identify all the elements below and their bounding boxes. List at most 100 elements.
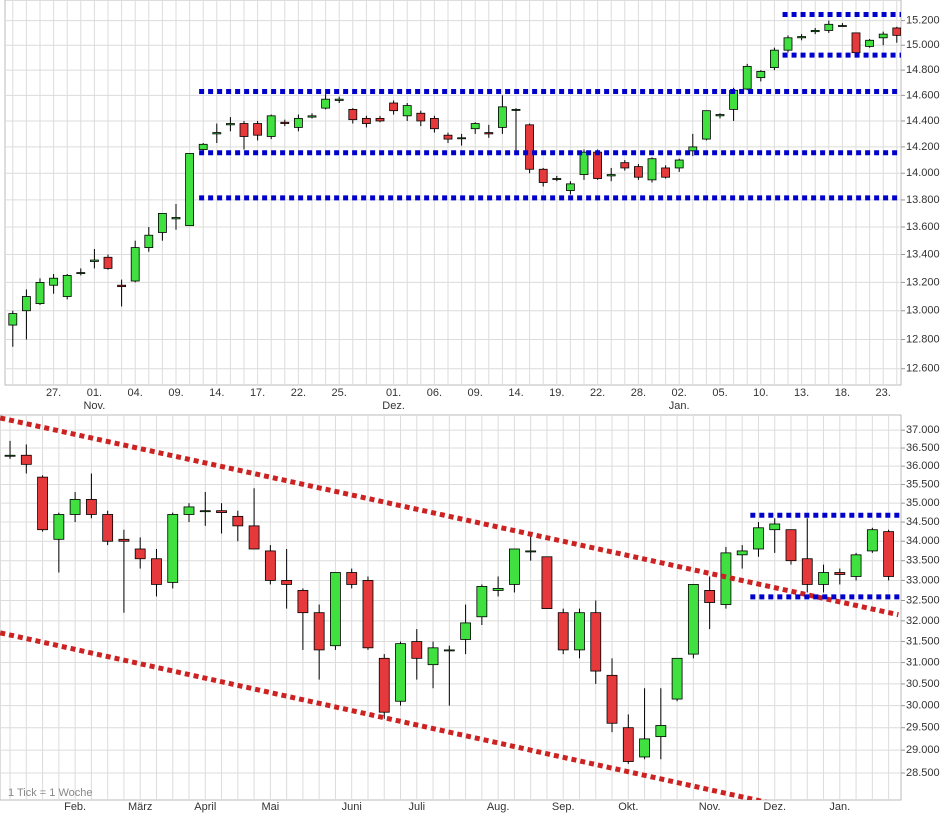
- y-tick-label: 29.000: [906, 744, 940, 756]
- candle-body: [37, 476, 48, 531]
- candle-body: [69, 499, 81, 515]
- candle-body: [838, 25, 847, 27]
- trend-line: [0, 415, 899, 618]
- y-tick-label: 14.200: [906, 141, 940, 153]
- candle-body: [476, 586, 488, 618]
- candle-body: [639, 738, 650, 758]
- x-tick-label: 22.: [291, 387, 306, 399]
- candle-body: [293, 117, 303, 128]
- x-tick-label: 13.: [794, 387, 809, 399]
- candle-body: [593, 151, 602, 179]
- candle-body: [525, 550, 537, 553]
- candle-body: [183, 506, 195, 515]
- candle-body: [167, 514, 179, 583]
- candle-body: [851, 32, 861, 54]
- candle-body: [375, 117, 385, 122]
- x-month-label: Jan.: [669, 400, 690, 412]
- plot-frame: [0, 414, 902, 801]
- candle-body: [427, 647, 439, 666]
- candle-body: [736, 550, 748, 556]
- candle-body: [538, 168, 548, 183]
- y-tick-label: 14.400: [906, 115, 940, 127]
- y-tick-label: 14.600: [906, 89, 940, 101]
- y-tick-label: 12.800: [906, 333, 940, 345]
- x-tick-label: 04.: [128, 387, 143, 399]
- y-tick-label: 35.500: [906, 478, 940, 490]
- y-tick-label: 37.000: [906, 424, 940, 436]
- y-tick-label: 32.000: [906, 615, 940, 627]
- candle-body: [402, 105, 412, 117]
- candle-body: [661, 167, 670, 178]
- x-tick-label: 17.: [250, 387, 265, 399]
- y-tick-label: 12.600: [906, 363, 940, 375]
- candle-body: [171, 217, 181, 220]
- candle-body: [429, 117, 439, 130]
- candle-body: [470, 123, 480, 130]
- trend-line: [0, 630, 768, 800]
- x-tick-label: 14.: [508, 387, 523, 399]
- candle-body: [118, 538, 130, 542]
- x-tick-label: Juni: [342, 801, 362, 813]
- candle-body: [264, 550, 276, 581]
- candle-body: [801, 558, 813, 585]
- candle-body: [362, 580, 374, 649]
- candle-body: [704, 590, 716, 603]
- y-tick-label: 33.000: [906, 574, 940, 586]
- candle-body: [785, 529, 797, 562]
- y-tick-label: 13.400: [906, 248, 940, 260]
- x-tick-label: 22.: [590, 387, 605, 399]
- x-tick-label: März: [128, 801, 152, 813]
- x-tick-label: Jan.: [829, 801, 850, 813]
- x-tick-label: 05.: [712, 387, 727, 399]
- candle-body: [579, 151, 589, 175]
- candle-body: [330, 572, 341, 647]
- candle-body: [151, 558, 162, 585]
- candle-body: [566, 183, 575, 191]
- candle-body: [253, 123, 263, 136]
- candle-body: [281, 580, 293, 585]
- y-tick-label: 30.000: [906, 700, 940, 712]
- y-tick-label: 32.500: [906, 594, 940, 606]
- candle-body: [866, 529, 878, 552]
- candle-body: [756, 70, 766, 79]
- candle-body: [232, 515, 244, 527]
- candle-body: [389, 102, 399, 112]
- candle-body: [117, 284, 126, 288]
- candle-body: [334, 98, 344, 101]
- candle-body: [824, 23, 834, 31]
- candle-body: [541, 556, 553, 610]
- candle-body: [225, 123, 235, 126]
- candle-body: [35, 282, 45, 305]
- x-tick-label: 02.: [672, 387, 687, 399]
- candle-body: [878, 33, 888, 39]
- candle-body: [484, 132, 494, 135]
- grid: [0, 415, 901, 800]
- candle-body: [216, 510, 227, 513]
- x-tick-label: April: [194, 801, 216, 813]
- y-tick-label: 13.000: [906, 305, 940, 317]
- candle-body: [53, 514, 65, 540]
- candle-body: [850, 554, 862, 577]
- candle-body: [280, 121, 290, 124]
- candle-body: [130, 247, 140, 282]
- candle-body: [76, 272, 86, 274]
- x-tick-label: 06.: [427, 387, 442, 399]
- candle-body: [622, 727, 634, 762]
- x-tick-label: Feb.: [64, 801, 86, 813]
- candle-body: [742, 65, 752, 90]
- candle-body: [634, 166, 643, 178]
- candle-body: [8, 313, 18, 326]
- y-tick-label: 28.500: [906, 767, 940, 779]
- candle-body: [606, 174, 616, 177]
- x-tick-label: Sep.: [552, 801, 575, 813]
- x-tick-label: 09.: [468, 387, 483, 399]
- note: 1 Tick = 1 Woche: [8, 787, 92, 799]
- x-tick-label: 25.: [332, 387, 347, 399]
- y-tick-label: 31.000: [906, 656, 940, 668]
- y-tick-label: 13.800: [906, 194, 940, 206]
- y-tick-label: 15.000: [906, 39, 940, 51]
- y-tick-label: 31.500: [906, 635, 940, 647]
- candle-body: [443, 134, 453, 140]
- candle-body: [248, 525, 260, 550]
- x-tick-label: 09.: [168, 387, 183, 399]
